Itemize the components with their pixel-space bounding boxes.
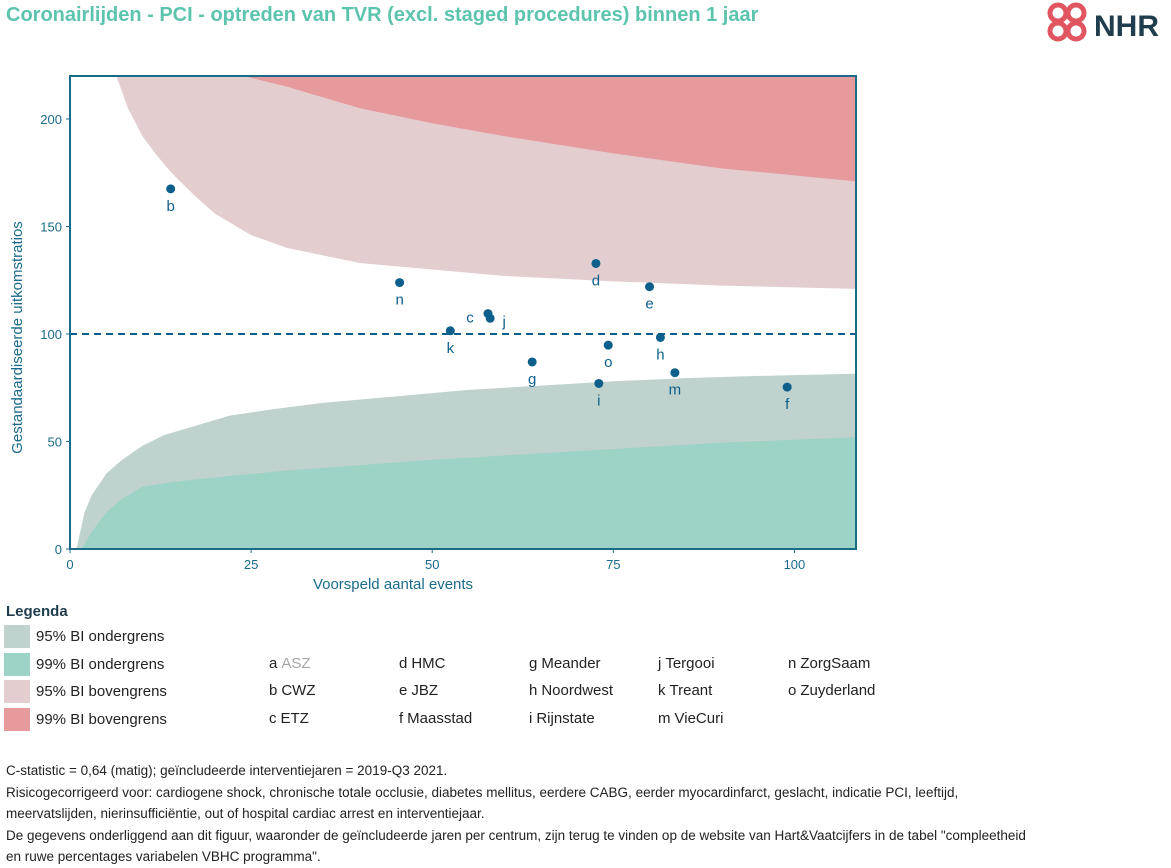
nhr-cross-logo-icon bbox=[1047, 2, 1087, 42]
legend-center: b CWZ bbox=[269, 682, 316, 699]
data-point bbox=[782, 382, 792, 392]
data-point bbox=[655, 332, 665, 342]
x-tick-label: 25 bbox=[244, 557, 258, 572]
legend-center: n ZorgSaam bbox=[788, 655, 871, 672]
point-label: o bbox=[604, 354, 612, 371]
x-tick-label: 100 bbox=[784, 557, 806, 572]
legend-center: f Maasstad bbox=[399, 710, 473, 727]
y-tick-label: 200 bbox=[40, 112, 62, 127]
data-point bbox=[591, 258, 601, 268]
legend-swatch bbox=[4, 624, 30, 648]
legend-item-99-upper: 99% BI bovengrens bbox=[4, 707, 167, 731]
point-label: e bbox=[645, 296, 653, 313]
y-tick-label: 150 bbox=[40, 220, 62, 235]
legend-center: m VieCuri bbox=[658, 710, 724, 727]
legend-center: h Noordwest bbox=[529, 682, 614, 699]
legend-center: g Meander bbox=[529, 655, 601, 672]
logo-text: NHR bbox=[1094, 10, 1159, 43]
legend-title: Legenda bbox=[6, 603, 68, 620]
data-point bbox=[445, 326, 455, 336]
x-tick-label: 0 bbox=[66, 557, 73, 572]
y-tick-label: 50 bbox=[48, 435, 62, 450]
footnote-line: De gegevens onderliggend aan dit figuur,… bbox=[6, 827, 1026, 843]
funnel-chart: 0 25 50 75 100 0 50 100 150 200 Voorspeld aantal e… bbox=[9, 75, 857, 593]
legend-item-99-lower: 99% BI ondergrens bbox=[4, 652, 164, 676]
data-point bbox=[645, 282, 655, 292]
data-point bbox=[603, 340, 613, 350]
x-tick-label: 50 bbox=[425, 557, 439, 572]
nhr-logo: NHR bbox=[1044, 0, 1169, 48]
point-label: f bbox=[785, 396, 790, 413]
legend-center: e JBZ bbox=[399, 682, 439, 699]
data-point bbox=[670, 368, 680, 378]
page-title: Coronairlijden - PCI - optreden van TVR … bbox=[6, 4, 759, 26]
footnote-line: C-statistic = 0,64 (matig); geïncludeerd… bbox=[6, 763, 448, 778]
legend-center: d HMC bbox=[399, 655, 446, 672]
point-label: n bbox=[395, 292, 403, 309]
footnote-line: Risicogecorrigeerd voor: cardiogene shoc… bbox=[6, 784, 959, 800]
y-tick-label: 100 bbox=[40, 327, 62, 342]
legend-center: c ETZ bbox=[269, 710, 309, 727]
point-label: c bbox=[466, 310, 474, 327]
legend-center: o Zuyderland bbox=[788, 682, 876, 699]
footnote-line: meervatslijden, nierinsufficiëntie, out … bbox=[6, 806, 485, 821]
point-label: i bbox=[597, 392, 600, 409]
point-label: d bbox=[592, 272, 600, 289]
plot-frame bbox=[69, 75, 857, 550]
data-point bbox=[395, 278, 405, 288]
legend-label: 95% BI ondergrens bbox=[36, 627, 165, 645]
legend-item-95-upper: 95% BI bovengrens bbox=[4, 679, 167, 703]
legend-swatch bbox=[4, 679, 30, 703]
y-tick-label: 0 bbox=[55, 542, 62, 557]
legend-label: 99% BI ondergrens bbox=[36, 655, 165, 673]
legend-center: i Rijnstate bbox=[529, 710, 595, 727]
y-axis-label: Gestandaardiseerde uitkomstratios bbox=[9, 221, 26, 454]
legend-swatch bbox=[4, 652, 30, 676]
footnotes: C-statistic = 0,64 (matig); geïncludeerd… bbox=[6, 760, 1168, 868]
legend-center: j Tergooi bbox=[658, 655, 715, 672]
legend-center: a ASZ bbox=[269, 655, 311, 672]
x-axis-label: Voorspeld aantal events bbox=[313, 576, 473, 593]
x-tick-label: 75 bbox=[606, 557, 620, 572]
data-point bbox=[527, 357, 537, 367]
legend-center: k Treant bbox=[658, 682, 713, 699]
point-label: j bbox=[501, 313, 505, 330]
legend-label: 99% BI bovengrens bbox=[36, 710, 167, 728]
footnote-line: en ruwe percentages variabelen VBHC prog… bbox=[6, 849, 321, 864]
legend-label: 95% BI bovengrens bbox=[36, 682, 167, 700]
point-label: b bbox=[167, 198, 175, 215]
data-point bbox=[485, 313, 495, 323]
data-point bbox=[166, 184, 176, 194]
data-point bbox=[594, 378, 604, 388]
point-label: g bbox=[528, 371, 536, 388]
legend-swatch bbox=[4, 707, 30, 731]
legend-item-95-lower: 95% BI ondergrens bbox=[4, 624, 164, 648]
point-label: k bbox=[447, 340, 455, 357]
confidence-band bbox=[81, 437, 856, 549]
confidence-band bbox=[243, 76, 856, 182]
point-label: h bbox=[656, 346, 664, 363]
point-label: m bbox=[669, 382, 682, 399]
